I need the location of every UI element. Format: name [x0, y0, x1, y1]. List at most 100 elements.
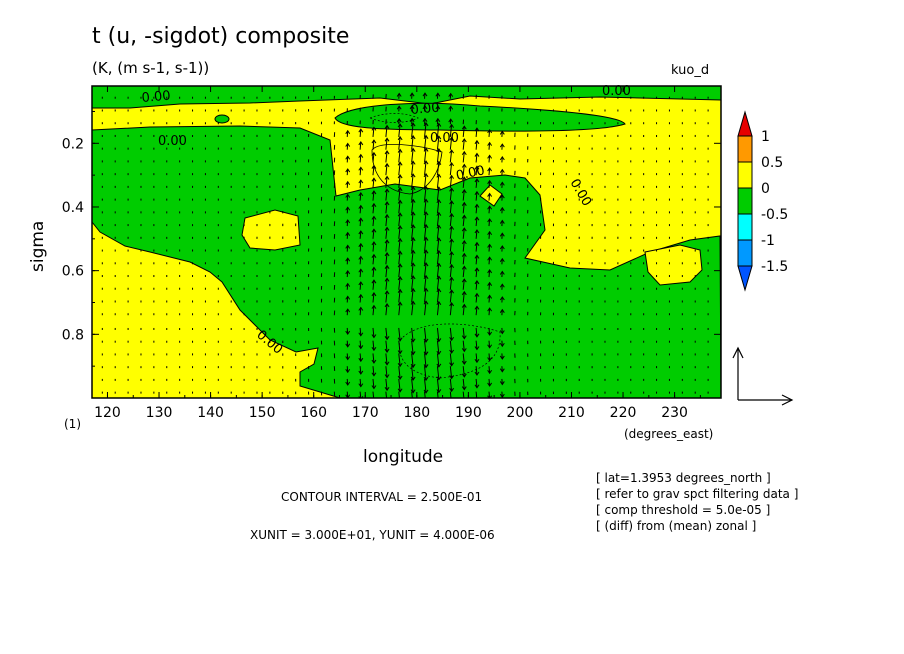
wind-vector: [424, 391, 426, 398]
wind-vector: [488, 218, 491, 227]
wind-vector-head: [371, 279, 377, 284]
wind-vector-head: [423, 122, 429, 127]
wind-vector-head: [436, 389, 442, 394]
wind-vector: [424, 262, 427, 278]
colorbar-swatch: [737, 187, 753, 215]
colorbar-label: -1.5: [761, 259, 788, 275]
wind-vector: [359, 366, 362, 374]
x-tick-label: 170: [352, 405, 379, 421]
wind-vector-head: [345, 231, 351, 236]
wind-vector-head: [499, 232, 505, 237]
wind-vector: [398, 136, 401, 150]
wind-vector: [372, 152, 375, 163]
wind-vector: [449, 201, 453, 214]
wind-vector: [398, 276, 401, 290]
wind-vector-head: [371, 334, 377, 339]
wind-vector-head: [358, 128, 364, 133]
thin-contour-1: [371, 144, 443, 195]
wind-vector-head: [397, 123, 403, 128]
chart-title: t (u, -sigdot) composite: [92, 24, 350, 49]
wind-vector: [436, 366, 440, 380]
positive-pocket-left: [241, 209, 301, 251]
wind-vector-head: [396, 118, 402, 123]
wind-vector-head: [437, 402, 441, 405]
wind-vector: [449, 162, 453, 176]
wind-vector: [372, 280, 375, 290]
wind-vector: [475, 204, 478, 214]
wind-vector: [462, 340, 465, 352]
wind-vector-head: [474, 280, 480, 285]
wind-vector: [398, 264, 401, 278]
contour-label: 0.00: [410, 101, 440, 118]
wind-vector: [359, 192, 362, 201]
plot-frame: [91, 85, 722, 399]
negative-region-upper: [334, 102, 626, 132]
wind-vector-head: [449, 212, 455, 218]
wind-vector-head: [474, 371, 480, 376]
wind-vector: [398, 327, 401, 341]
wind-vector: [398, 302, 401, 316]
wind-vector-head: [461, 201, 467, 206]
contour-interval-text: CONTOUR INTERVAL = 2.500E-01: [281, 490, 483, 504]
wind-vector: [411, 237, 414, 252]
wind-vector-head: [499, 219, 505, 224]
wind-vector-head: [397, 174, 403, 179]
wind-vector-head: [423, 185, 429, 190]
y-axis: 0.2 0.4 0.6 0.8: [62, 110, 721, 367]
wind-vector: [424, 327, 427, 342]
wind-vector-head: [436, 173, 442, 178]
positive-pocket-right: [644, 244, 703, 286]
wind-vector: [462, 189, 465, 201]
wind-vector-head: [410, 275, 416, 280]
wind-vector-head: [410, 185, 416, 191]
wind-vector-head: [371, 177, 377, 182]
x-tick-label: 140: [197, 405, 224, 421]
wind-vector-head: [436, 135, 442, 140]
colorbar: 1 0.5 0 -0.5 -1 -1.5: [737, 110, 788, 292]
wind-vector-head: [410, 389, 416, 394]
wind-vector: [475, 217, 478, 227]
wind-vector: [462, 151, 465, 163]
wind-vector-head: [474, 267, 480, 272]
wind-vector: [385, 240, 388, 252]
wind-vector-head: [371, 292, 377, 297]
wind-vector: [372, 229, 375, 239]
wind-vector-head: [435, 105, 441, 110]
wind-vector: [411, 327, 414, 342]
wind-vector-head: [436, 186, 442, 191]
wind-vector: [372, 203, 375, 214]
wind-vector-head: [410, 262, 416, 267]
wind-vector-head: [423, 134, 429, 139]
wind-vector-head: [410, 287, 416, 293]
wind-vector-head: [371, 266, 377, 271]
wind-vector: [359, 378, 362, 387]
wind-vector-head: [345, 193, 351, 198]
colorbar-label: -0.5: [761, 207, 788, 223]
wind-vector-head: [410, 338, 416, 343]
wind-vector-head: [487, 382, 493, 387]
wind-vector: [372, 267, 375, 278]
wind-vector: [411, 378, 414, 393]
wind-vector: [488, 353, 491, 361]
wind-vector: [398, 200, 401, 214]
wind-vector: [488, 295, 491, 303]
wind-vector-head: [358, 383, 364, 388]
x-tick-label: 230: [661, 405, 688, 421]
wind-vector-head: [487, 218, 493, 223]
wind-vector-head: [436, 198, 442, 204]
wind-vector: [385, 378, 388, 391]
wind-vector-head: [436, 224, 442, 229]
wind-vector: [462, 279, 465, 290]
wind-vector: [411, 250, 414, 265]
x-tick-label: 180: [403, 405, 430, 421]
wind-vector-head: [461, 252, 467, 257]
wind-vector-head: [461, 360, 467, 365]
wind-vector-head: [499, 342, 505, 348]
wind-vector-head: [487, 294, 493, 299]
wind-vector-head: [474, 139, 480, 145]
wind-vector: [359, 218, 362, 227]
wind-vector: [449, 226, 453, 239]
wind-vector: [488, 327, 491, 336]
wind-vector: [385, 125, 388, 137]
